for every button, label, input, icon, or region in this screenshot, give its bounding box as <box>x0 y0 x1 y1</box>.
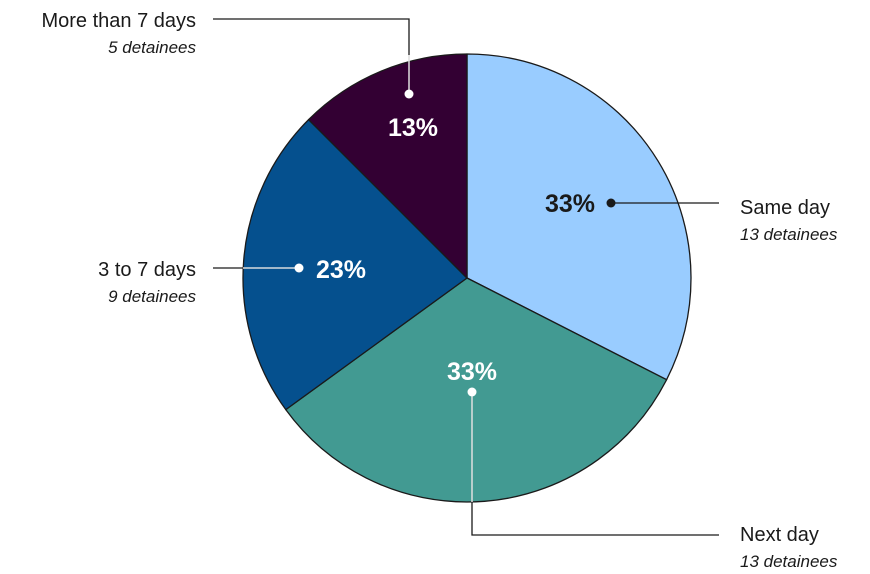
pie-slice-same-day <box>466 53 692 381</box>
pie-slice-more-than-7-days <box>307 53 468 279</box>
leader-dot-more-than-7-days <box>404 89 414 99</box>
label-3-to-7-days: 3 to 7 days <box>98 259 196 281</box>
label-next-day: Next day <box>740 524 819 546</box>
pct-label-same-day: 33% <box>545 190 595 218</box>
pie-slices <box>242 53 692 503</box>
pct-label-more-than-7-days: 13% <box>388 114 438 142</box>
label-same-day: Same day <box>740 197 830 219</box>
pct-label-next-day: 33% <box>447 358 497 386</box>
pct-label-3-to-7-days: 23% <box>316 256 366 284</box>
sublabel-same-day: 13 detainees <box>740 225 838 244</box>
label-more-than-7-days: More than 7 days <box>41 10 196 32</box>
leader-dot-next-day <box>467 387 477 397</box>
pie-slice-3-to-7-days <box>242 118 468 411</box>
leader-dot-3-to-7-days <box>294 263 304 273</box>
pie-slice-next-day <box>285 277 668 503</box>
sublabel-next-day: 13 detainees <box>740 552 838 571</box>
sublabel-more-than-7-days: 5 detainees <box>108 38 196 57</box>
sublabel-3-to-7-days: 9 detainees <box>108 287 196 306</box>
leader-lines <box>213 18 719 536</box>
leader-dot-same-day <box>606 198 616 208</box>
